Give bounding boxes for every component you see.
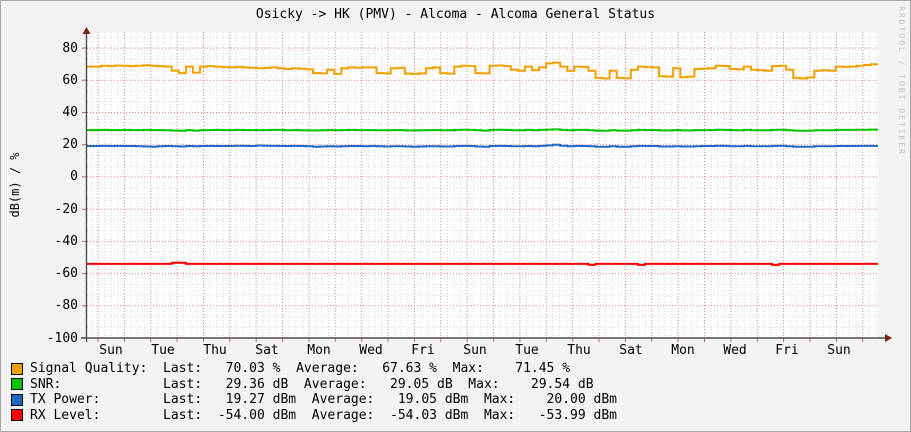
legend-text: TX Power: Last: 19.27 dBm Average: 19.05… (30, 392, 617, 408)
x-tick-label: Thu (567, 343, 591, 358)
x-tick-label: Sun (99, 343, 123, 358)
x-tick-label: Thu (203, 343, 227, 358)
y-tick-label: 40 (62, 105, 78, 121)
legend-row-tx-power: TX Power: Last: 19.27 dBm Average: 19.05… (11, 392, 617, 408)
legend-swatch-snr (11, 378, 23, 391)
series-line-signal-quality (87, 61, 878, 80)
series-line-tx-power (87, 143, 878, 148)
legend-swatch-signal-quality (11, 362, 23, 375)
y-tick-label: -80 (54, 298, 78, 314)
x-tick-label: Sun (463, 343, 487, 358)
y-tick-label: -60 (54, 266, 78, 282)
axes (81, 30, 885, 342)
y-tick-label: -20 (54, 201, 78, 217)
legend: Signal Quality: Last: 70.03 % Average: 6… (11, 361, 617, 423)
grid-minor (87, 32, 878, 338)
x-tick-label: Mon (307, 343, 331, 358)
x-tick-label: Fri (411, 343, 435, 358)
rrdtool-watermark: RRDTOOL / TOBI OETIKER (897, 6, 906, 156)
y-tick-label: -100 (46, 330, 78, 346)
legend-text: SNR: Last: 29.36 dB Average: 29.05 dB Ma… (30, 376, 594, 392)
x-tick-label: Tue (515, 343, 539, 358)
plot-background (87, 32, 878, 338)
grid-major (87, 32, 878, 338)
y-tick-label: 20 (62, 137, 78, 153)
graph-title: Osicky -> HK (PMV) - Alcoma - Alcoma Gen… (255, 7, 656, 22)
y-tick-label: 80 (62, 40, 78, 56)
legend-row-snr: SNR: Last: 29.36 dB Average: 29.05 dB Ma… (11, 377, 617, 393)
x-tick-label: Sat (255, 343, 279, 358)
legend-row-rx-level: RX Level: Last: -54.00 dBm Average: -54.… (11, 408, 617, 424)
y-tick-label: 0 (70, 169, 78, 185)
x-tick-label: Tue (151, 343, 175, 358)
x-tick-label: Sun (827, 343, 851, 358)
y-axis-arrow-icon (82, 27, 91, 34)
y-tick-label: -40 (54, 233, 78, 249)
plot-area (81, 27, 892, 342)
y-tick-label: 60 (62, 72, 78, 88)
x-tick-label: Wed (359, 343, 383, 358)
legend-swatch-tx-power (11, 393, 23, 406)
legend-row-signal-quality: Signal Quality: Last: 70.03 % Average: 6… (11, 361, 617, 377)
series-line-snr (87, 128, 878, 132)
x-axis-arrow-icon (885, 334, 892, 342)
legend-text: Signal Quality: Last: 70.03 % Average: 6… (30, 361, 571, 377)
x-tick-label: Wed (723, 343, 747, 358)
series-line-rx-level (87, 261, 878, 266)
x-tick-label: Mon (671, 343, 695, 358)
legend-text: RX Level: Last: -54.00 dBm Average: -54.… (30, 407, 617, 423)
x-tick-label: Sat (619, 343, 643, 358)
x-tick-label: Fri (775, 343, 799, 358)
legend-swatch-rx-level (11, 409, 23, 422)
